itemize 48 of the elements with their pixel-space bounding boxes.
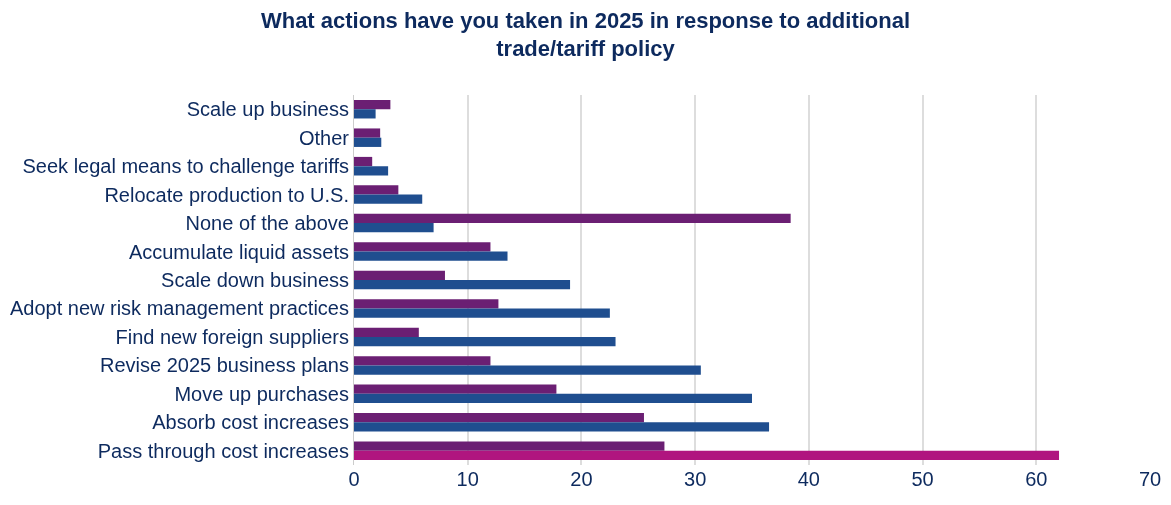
bar: [354, 109, 376, 119]
y-tick-label: Seek legal means to challenge tariffs: [22, 155, 349, 178]
y-tick-label: Revise 2025 business plans: [99, 354, 349, 377]
bar: [354, 441, 665, 451]
x-tick-label: 60: [1025, 468, 1048, 490]
bar: [354, 336, 616, 347]
bar: [354, 99, 391, 110]
y-tick-label: Absorb cost increases: [152, 411, 349, 434]
y-tick-label: Move up purchases: [174, 382, 349, 405]
y-tick-label: Adopt new risk management practices: [9, 297, 349, 320]
bar: [354, 413, 644, 423]
bar: [354, 156, 373, 167]
bar: [354, 242, 491, 252]
bar: [354, 280, 571, 290]
bar: [354, 450, 1060, 461]
y-tick-label: Find new foreign suppliers: [115, 325, 349, 348]
bar: [354, 365, 701, 375]
x-tick-label: 70: [1138, 468, 1162, 490]
bar: [354, 393, 752, 404]
bar: [354, 223, 434, 233]
bar: [354, 166, 389, 176]
bar: [354, 308, 610, 318]
y-tick-label: Other: [298, 126, 350, 149]
bar: [354, 299, 499, 309]
bar: [354, 327, 419, 337]
y-tick-label: Relocate production to U.S.: [104, 183, 349, 206]
y-tick-label: Pass through cost increases: [97, 439, 349, 462]
x-tick-label: 10: [456, 468, 479, 490]
x-tick-label: 0: [348, 468, 360, 490]
bar: [354, 422, 770, 432]
bar: [354, 128, 381, 138]
y-tick-label: Scale down business: [161, 269, 349, 291]
bar: [354, 384, 557, 394]
x-tick-label: 20: [570, 468, 593, 490]
bar: [354, 137, 382, 147]
chart-title: What actions have you taken in 2025 in response to additional trade/tariff policy: [260, 7, 911, 62]
x-tick-label: 30: [684, 468, 707, 490]
bar: [354, 270, 445, 280]
y-tick-label: Scale up business: [186, 98, 349, 121]
x-tick-label: 50: [911, 468, 934, 490]
bar: [354, 194, 423, 204]
bar: [354, 185, 399, 195]
bar: [354, 213, 791, 224]
bar: [354, 251, 508, 261]
y-tick-label: Accumulate liquid assets: [128, 240, 349, 263]
y-tick-label: None of the above: [185, 212, 349, 235]
x-tick-label: 40: [797, 468, 820, 490]
bar: [354, 356, 491, 366]
